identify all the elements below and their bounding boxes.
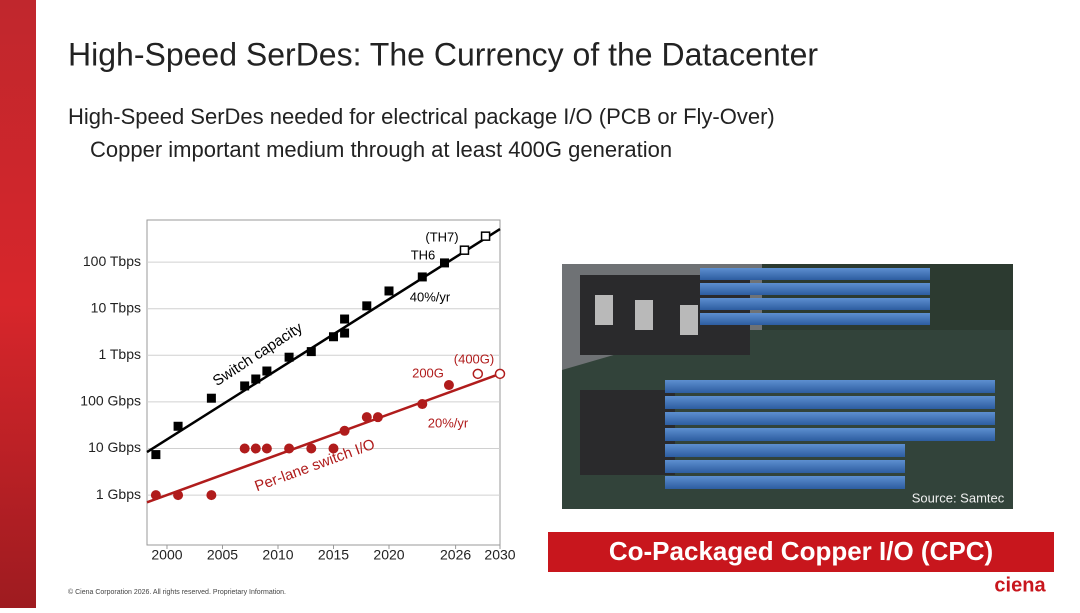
data-point bbox=[284, 443, 295, 454]
logo: ciena bbox=[994, 574, 1046, 596]
footer: © Ciena Corporation 2026. All rights res… bbox=[68, 588, 286, 596]
image-caption: Source: Samtec bbox=[912, 490, 1005, 505]
data-point bbox=[372, 412, 383, 423]
data-point bbox=[251, 374, 261, 384]
data-point bbox=[261, 443, 272, 454]
data-point bbox=[239, 443, 250, 454]
x-tick-label: 2015 bbox=[318, 547, 349, 563]
side-strip bbox=[0, 0, 36, 608]
y-tick-label: 10 Tbps bbox=[91, 299, 141, 315]
annotation: 20%/yr bbox=[428, 415, 469, 430]
x-tick-label: 2005 bbox=[207, 547, 238, 563]
data-point bbox=[362, 301, 372, 311]
data-point bbox=[443, 380, 454, 391]
data-point bbox=[480, 231, 491, 241]
data-point bbox=[250, 443, 261, 454]
product-image: Source: Samtec bbox=[562, 264, 1013, 509]
x-tick-label: 2026 bbox=[440, 547, 471, 563]
banner bbox=[548, 532, 1054, 572]
annotation: (400G) bbox=[454, 351, 494, 366]
data-point bbox=[417, 272, 427, 282]
data-point bbox=[284, 352, 294, 362]
banner-text: Co-Packaged Copper I/O (CPC) bbox=[609, 536, 993, 566]
data-point bbox=[262, 366, 272, 376]
data-point bbox=[340, 314, 350, 324]
annotation: (TH7) bbox=[425, 229, 458, 244]
bullet: High-Speed SerDes needed for electrical … bbox=[68, 104, 775, 129]
x-tick-label: 2030 bbox=[484, 547, 515, 563]
x-tick-label: 2010 bbox=[262, 547, 293, 563]
data-point bbox=[439, 258, 449, 268]
data-point bbox=[361, 412, 372, 423]
data-point bbox=[151, 450, 161, 460]
data-point bbox=[306, 443, 317, 454]
data-point bbox=[150, 490, 161, 501]
y-tick-label: 100 Tbps bbox=[83, 253, 141, 269]
data-point bbox=[340, 328, 350, 338]
annotation: 200G bbox=[412, 365, 444, 380]
plot-area bbox=[146, 219, 501, 546]
y-tick-label: 10 Gbps bbox=[88, 439, 141, 455]
bullet: Copper important medium through at least… bbox=[90, 137, 672, 162]
data-point bbox=[240, 381, 250, 391]
data-point bbox=[459, 245, 470, 255]
data-point bbox=[494, 368, 506, 380]
data-point bbox=[328, 332, 338, 342]
annotation: TH6 bbox=[411, 247, 436, 262]
data-point bbox=[339, 425, 350, 436]
y-tick-label: 100 Gbps bbox=[80, 393, 141, 409]
data-point bbox=[417, 399, 428, 410]
data-point bbox=[472, 368, 484, 380]
data-point bbox=[173, 490, 184, 501]
data-point bbox=[328, 443, 339, 454]
chart: 1 Gbps 10 Gbps 100 Gbps 1 Tbps 10 Tbps 100 Tb… bbox=[80, 219, 516, 563]
slide-title: High-Speed SerDes: The Currency of the D… bbox=[68, 36, 818, 72]
data-point bbox=[384, 286, 394, 296]
y-tick-label: 1 Gbps bbox=[96, 486, 141, 502]
y-tick-label: 1 Tbps bbox=[98, 346, 141, 362]
data-point bbox=[206, 490, 217, 501]
data-point bbox=[206, 393, 216, 403]
data-point bbox=[173, 421, 183, 431]
x-tick-label: 2020 bbox=[373, 547, 404, 563]
annotation: 40%/yr bbox=[410, 289, 451, 304]
x-tick-label: 2000 bbox=[151, 547, 182, 563]
data-point bbox=[306, 347, 316, 357]
trend-line bbox=[146, 372, 501, 504]
